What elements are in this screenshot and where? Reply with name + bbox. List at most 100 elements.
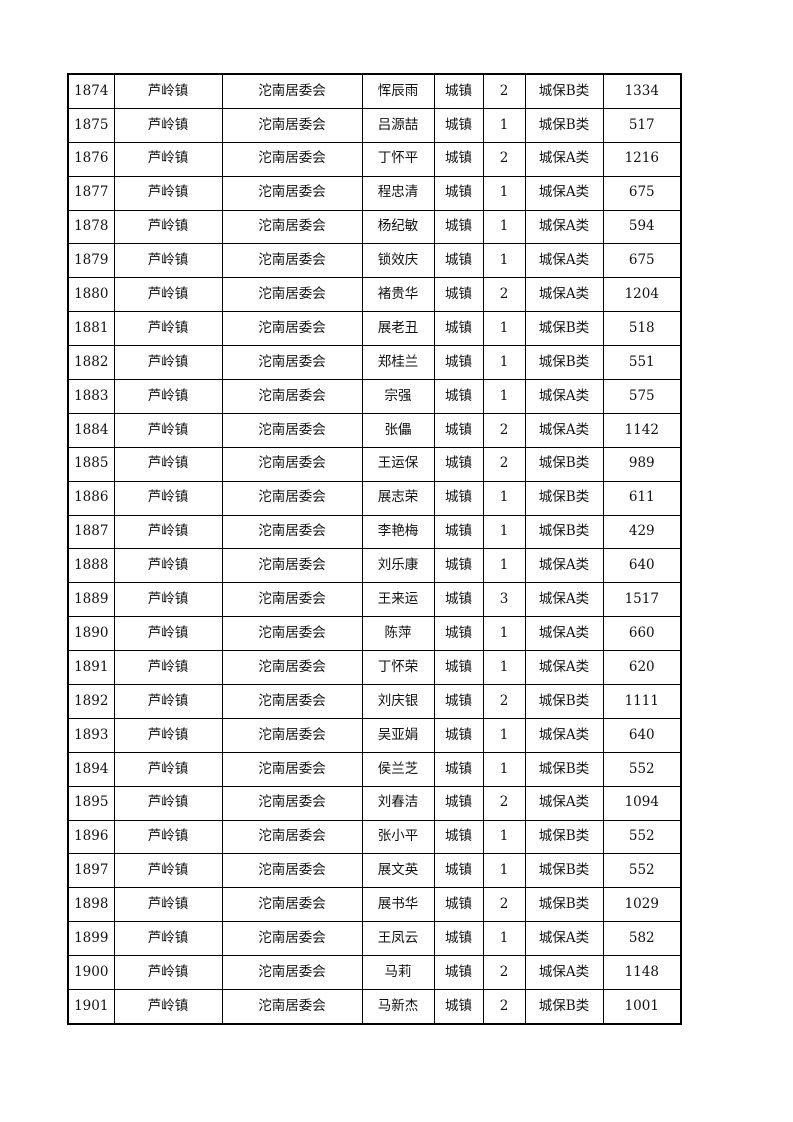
table-row: 1892 芦岭镇 沱南居委会 刘庆银 城镇 2 城保B类 1111: [67, 684, 682, 719]
cell-household-count: 2: [482, 73, 526, 109]
cell-amount: 582: [602, 921, 682, 957]
table-row: 1882 芦岭镇 沱南居委会 郑桂兰 城镇 1 城保B类 551: [67, 345, 682, 381]
cell-household-count: 1: [482, 853, 526, 889]
cell-amount: 1094: [602, 785, 682, 821]
cell-category: 城保A类: [524, 650, 604, 686]
cell-amount: 1334: [602, 73, 682, 109]
cell-amount: 429: [602, 514, 682, 550]
cell-area-type: 城镇: [433, 311, 484, 347]
cell-community: 沱南居委会: [221, 243, 363, 279]
table-row: 1874 芦岭镇 沱南居委会 恽辰雨 城镇 2 城保B类 1334: [67, 73, 682, 109]
cell-area-type: 城镇: [433, 345, 484, 381]
cell-index: 1879: [67, 243, 115, 279]
cell-name: 程忠清: [361, 175, 435, 211]
cell-category: 城保A类: [524, 379, 604, 414]
cell-category: 城保B类: [524, 989, 604, 1025]
cell-name: 刘庆银: [361, 684, 435, 719]
cell-amount: 1204: [602, 277, 682, 313]
cell-index: 1898: [67, 887, 115, 923]
cell-index: 1874: [67, 73, 115, 109]
cell-name: 展文英: [361, 853, 435, 889]
data-table: 1874 芦岭镇 沱南居委会 恽辰雨 城镇 2 城保B类 1334 1875 芦岭镇 沱南居委会 吕源…: [67, 73, 682, 1025]
table-row: 1886 芦岭镇 沱南居委会 展志荣 城镇 1 城保B类 611: [67, 480, 682, 516]
cell-category: 城保A类: [524, 955, 604, 991]
cell-area-type: 城镇: [433, 107, 484, 143]
cell-area-type: 城镇: [433, 73, 484, 109]
cell-community: 沱南居委会: [221, 73, 363, 109]
cell-amount: 575: [602, 379, 682, 414]
cell-community: 沱南居委会: [221, 209, 363, 245]
cell-area-type: 城镇: [433, 853, 484, 889]
cell-household-count: 1: [482, 379, 526, 414]
cell-category: 城保A类: [524, 412, 604, 448]
cell-name: 张小平: [361, 819, 435, 855]
cell-index: 1901: [67, 989, 115, 1025]
cell-town: 芦岭镇: [113, 853, 223, 889]
cell-area-type: 城镇: [433, 514, 484, 550]
cell-amount: 660: [602, 616, 682, 652]
cell-household-count: 2: [482, 446, 526, 482]
cell-category: 城保A类: [524, 548, 604, 584]
cell-category: 城保B类: [524, 514, 604, 550]
cell-amount: 611: [602, 480, 682, 516]
cell-community: 沱南居委会: [221, 582, 363, 618]
cell-category: 城保B类: [524, 887, 604, 923]
cell-category: 城保B类: [524, 107, 604, 143]
cell-community: 沱南居委会: [221, 175, 363, 211]
cell-town: 芦岭镇: [113, 819, 223, 855]
cell-category: 城保B类: [524, 751, 604, 787]
cell-name: 郑桂兰: [361, 345, 435, 381]
cell-amount: 989: [602, 446, 682, 482]
cell-category: 城保A类: [524, 243, 604, 279]
cell-town: 芦岭镇: [113, 582, 223, 618]
cell-name: 王凤云: [361, 921, 435, 957]
cell-area-type: 城镇: [433, 480, 484, 516]
cell-name: 杨纪敏: [361, 209, 435, 245]
table-row: 1884 芦岭镇 沱南居委会 张儡 城镇 2 城保A类 1142: [67, 412, 682, 448]
cell-area-type: 城镇: [433, 277, 484, 313]
cell-category: 城保B类: [524, 480, 604, 516]
cell-index: 1888: [67, 548, 115, 584]
cell-community: 沱南居委会: [221, 785, 363, 821]
table-row: 1880 芦岭镇 沱南居委会 褚贵华 城镇 2 城保A类 1204: [67, 277, 682, 313]
cell-town: 芦岭镇: [113, 446, 223, 482]
cell-index: 1877: [67, 175, 115, 211]
cell-community: 沱南居委会: [221, 107, 363, 143]
cell-household-count: 3: [482, 582, 526, 618]
cell-name: 吴亚娟: [361, 717, 435, 753]
cell-area-type: 城镇: [433, 751, 484, 787]
cell-amount: 1517: [602, 582, 682, 618]
cell-household-count: 2: [482, 277, 526, 313]
table-row: 1895 芦岭镇 沱南居委会 刘春洁 城镇 2 城保A类 1094: [67, 785, 682, 821]
table-row: 1888 芦岭镇 沱南居委会 刘乐康 城镇 1 城保A类 640: [67, 548, 682, 584]
table-row: 1900 芦岭镇 沱南居委会 马莉 城镇 2 城保A类 1148: [67, 955, 682, 991]
cell-name: 锁效庆: [361, 243, 435, 279]
cell-community: 沱南居委会: [221, 379, 363, 414]
cell-town: 芦岭镇: [113, 141, 223, 177]
cell-amount: 675: [602, 243, 682, 279]
cell-household-count: 2: [482, 684, 526, 719]
cell-amount: 1111: [602, 684, 682, 719]
cell-index: 1884: [67, 412, 115, 448]
cell-amount: 517: [602, 107, 682, 143]
cell-category: 城保A类: [524, 582, 604, 618]
cell-index: 1882: [67, 345, 115, 381]
cell-name: 刘春洁: [361, 785, 435, 821]
cell-amount: 552: [602, 751, 682, 787]
cell-town: 芦岭镇: [113, 175, 223, 211]
cell-category: 城保A类: [524, 616, 604, 652]
cell-name: 侯兰芝: [361, 751, 435, 787]
cell-community: 沱南居委会: [221, 446, 363, 482]
cell-category: 城保B类: [524, 819, 604, 855]
cell-category: 城保B类: [524, 853, 604, 889]
cell-area-type: 城镇: [433, 819, 484, 855]
cell-area-type: 城镇: [433, 412, 484, 448]
table-row: 1883 芦岭镇 沱南居委会 宗强 城镇 1 城保A类 575: [67, 379, 682, 414]
cell-name: 刘乐康: [361, 548, 435, 584]
cell-community: 沱南居委会: [221, 955, 363, 991]
cell-category: 城保B类: [524, 311, 604, 347]
cell-area-type: 城镇: [433, 243, 484, 279]
cell-index: 1896: [67, 819, 115, 855]
table-row: 1878 芦岭镇 沱南居委会 杨纪敏 城镇 1 城保A类 594: [67, 209, 682, 245]
cell-town: 芦岭镇: [113, 73, 223, 109]
